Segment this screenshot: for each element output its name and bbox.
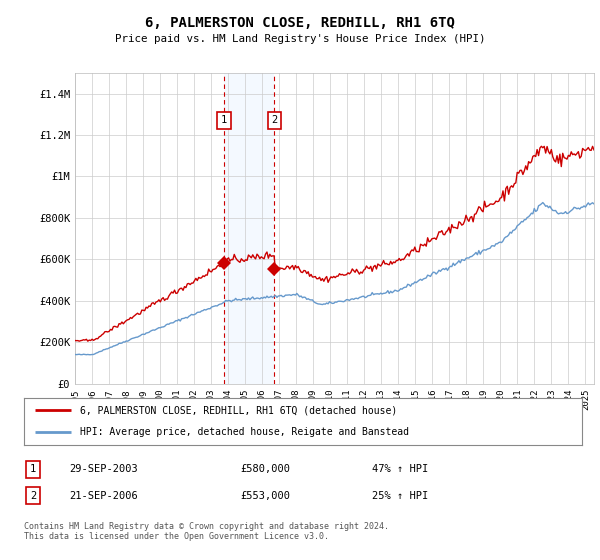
Text: 2: 2 [271,115,278,125]
Text: 29-SEP-2003: 29-SEP-2003 [69,464,138,474]
Text: Contains HM Land Registry data © Crown copyright and database right 2024.
This d: Contains HM Land Registry data © Crown c… [24,522,389,542]
Text: 21-SEP-2006: 21-SEP-2006 [69,491,138,501]
Text: 47% ↑ HPI: 47% ↑ HPI [372,464,428,474]
Text: £553,000: £553,000 [240,491,290,501]
Text: £580,000: £580,000 [240,464,290,474]
Text: 2: 2 [30,491,36,501]
Bar [224,73,274,384]
Text: 1: 1 [30,464,36,474]
Text: Price paid vs. HM Land Registry's House Price Index (HPI): Price paid vs. HM Land Registry's House … [115,34,485,44]
Text: 25% ↑ HPI: 25% ↑ HPI [372,491,428,501]
Text: 6, PALMERSTON CLOSE, REDHILL, RH1 6TQ: 6, PALMERSTON CLOSE, REDHILL, RH1 6TQ [145,16,455,30]
Text: 6, PALMERSTON CLOSE, REDHILL, RH1 6TQ (detached house): 6, PALMERSTON CLOSE, REDHILL, RH1 6TQ (d… [80,405,397,416]
Text: HPI: Average price, detached house, Reigate and Banstead: HPI: Average price, detached house, Reig… [80,427,409,437]
Text: 1: 1 [221,115,227,125]
